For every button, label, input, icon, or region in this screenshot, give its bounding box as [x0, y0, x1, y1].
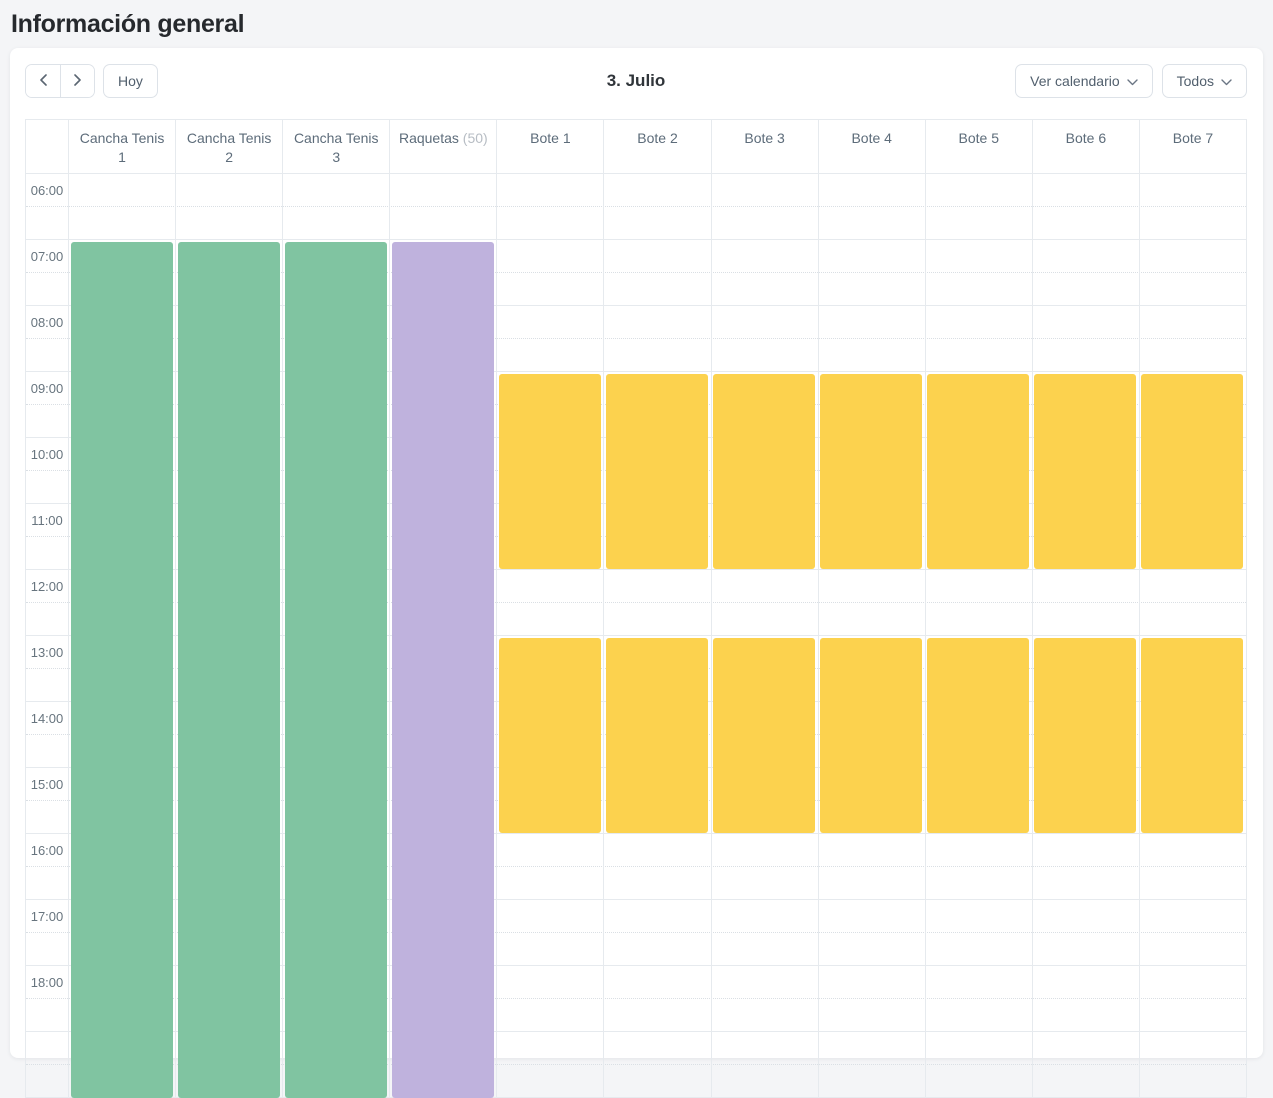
column-divider — [68, 174, 69, 1098]
time-slot-row — [26, 273, 1246, 306]
time-label: 12:00 — [30, 579, 64, 594]
calendar-event-bote-4[interactable] — [820, 638, 923, 833]
column-divider — [1031, 174, 1033, 1098]
time-slot-row — [26, 339, 1246, 372]
resource-header: Cancha Tenis 1 — [68, 120, 175, 173]
next-day-button[interactable] — [60, 65, 94, 97]
chevron-right-icon — [73, 73, 82, 89]
time-slot-row — [26, 933, 1246, 966]
calendar-event-bote-4[interactable] — [820, 374, 923, 569]
calendar-event-bote-1[interactable] — [498, 638, 601, 833]
calendar-event-bote-7[interactable] — [1141, 374, 1244, 569]
today-button[interactable]: Hoy — [103, 64, 158, 98]
calendar-event-bote-6[interactable] — [1034, 374, 1137, 569]
column-divider — [282, 174, 284, 1098]
time-slot-row — [26, 801, 1246, 834]
today-button-label: Hoy — [118, 73, 143, 89]
calendar-event-bote-5[interactable] — [927, 638, 1030, 833]
time-slot-row — [26, 966, 1246, 999]
time-label: 17:00 — [30, 909, 64, 924]
time-label: 13:00 — [30, 645, 64, 660]
column-divider — [817, 174, 819, 1098]
date-nav-group — [25, 64, 95, 98]
time-slot-row — [26, 207, 1246, 240]
chevron-left-icon — [39, 73, 48, 89]
time-slot-row — [26, 537, 1246, 570]
calendar-event-bote-3[interactable] — [713, 638, 816, 833]
time-gutter-header — [26, 120, 68, 173]
resource-header: Bote 2 — [603, 120, 710, 173]
calendar-card: Hoy 3. Julio Ver calendario Todos Cancha… — [10, 48, 1263, 1098]
calendar-event-bote-5[interactable] — [927, 374, 1030, 569]
time-label: 18:00 — [30, 975, 64, 990]
time-label: 10:00 — [30, 447, 64, 462]
chevron-down-icon — [1221, 73, 1232, 89]
calendar-event-bote-2[interactable] — [605, 638, 709, 833]
column-divider — [496, 174, 498, 1098]
column-divider — [710, 174, 712, 1098]
time-slot-row — [26, 240, 1246, 273]
resource-header: Bote 3 — [710, 120, 818, 173]
toolbar-right: Ver calendario Todos — [1015, 64, 1247, 98]
time-slot-row — [26, 570, 1246, 603]
time-slot-row — [26, 603, 1246, 636]
resource-header: Bote 7 — [1138, 120, 1246, 173]
time-slot-row — [26, 174, 1246, 207]
calendar-event-cancha-tenis-2[interactable] — [177, 242, 280, 1098]
resource-header: Raquetas (50) — [389, 120, 496, 173]
calendar-event-bote-7[interactable] — [1141, 638, 1244, 833]
time-label: 09:00 — [30, 381, 64, 396]
calendar-event-bote-6[interactable] — [1034, 638, 1137, 833]
resource-header: Cancha Tenis 2 — [175, 120, 282, 173]
resource-header: Cancha Tenis 3 — [282, 120, 389, 173]
time-label: 11:00 — [31, 513, 63, 528]
filter-dropdown[interactable]: Todos — [1161, 64, 1247, 98]
calendar-event-cancha-tenis-3[interactable] — [284, 242, 387, 1098]
filter-dropdown-label: Todos — [1176, 73, 1214, 89]
chevron-down-icon — [1126, 73, 1138, 89]
resource-capacity: (50) — [458, 130, 488, 146]
time-label: 16:00 — [30, 843, 64, 858]
time-label: 08:00 — [30, 315, 64, 330]
calendar-grid-body[interactable]: 06:00 07:00 08:00 09:00 10:00 11:00 12:00 13:00… — [25, 174, 1247, 1098]
resource-header: Bote 5 — [924, 120, 1032, 173]
time-slot-row — [26, 834, 1246, 867]
column-divider — [924, 174, 926, 1098]
calendar-event-raquetas[interactable] — [391, 242, 494, 1098]
resource-header: Bote 6 — [1031, 120, 1139, 173]
time-slot-row — [26, 867, 1246, 900]
page-title: Información general — [11, 10, 245, 38]
calendar-event-cancha-tenis-1[interactable] — [70, 242, 173, 1098]
time-slot-row — [26, 306, 1246, 339]
time-slot-row — [26, 900, 1246, 933]
calendar-event-bote-3[interactable] — [713, 374, 816, 569]
time-label: 14:00 — [30, 711, 64, 726]
prev-day-button[interactable] — [26, 65, 60, 97]
calendar-toolbar: Hoy 3. Julio Ver calendario Todos — [25, 64, 1247, 98]
calendar-event-bote-1[interactable] — [498, 374, 601, 569]
resource-header-row: Cancha Tenis 1 Cancha Tenis 2 Cancha Tenis 3 R… — [25, 119, 1247, 174]
time-label: 15:00 — [30, 777, 64, 792]
view-calendar-dropdown[interactable]: Ver calendario — [1015, 64, 1153, 98]
column-divider — [1138, 174, 1140, 1098]
column-divider — [175, 174, 177, 1098]
time-label: 06:00 — [30, 183, 64, 198]
column-divider — [389, 174, 391, 1098]
column-divider — [603, 174, 605, 1098]
view-calendar-dropdown-label: Ver calendario — [1030, 73, 1120, 89]
time-label: 07:00 — [30, 249, 64, 264]
resource-header: Bote 4 — [817, 120, 925, 173]
calendar-event-bote-2[interactable] — [605, 374, 709, 569]
resource-header: Bote 1 — [496, 120, 603, 173]
